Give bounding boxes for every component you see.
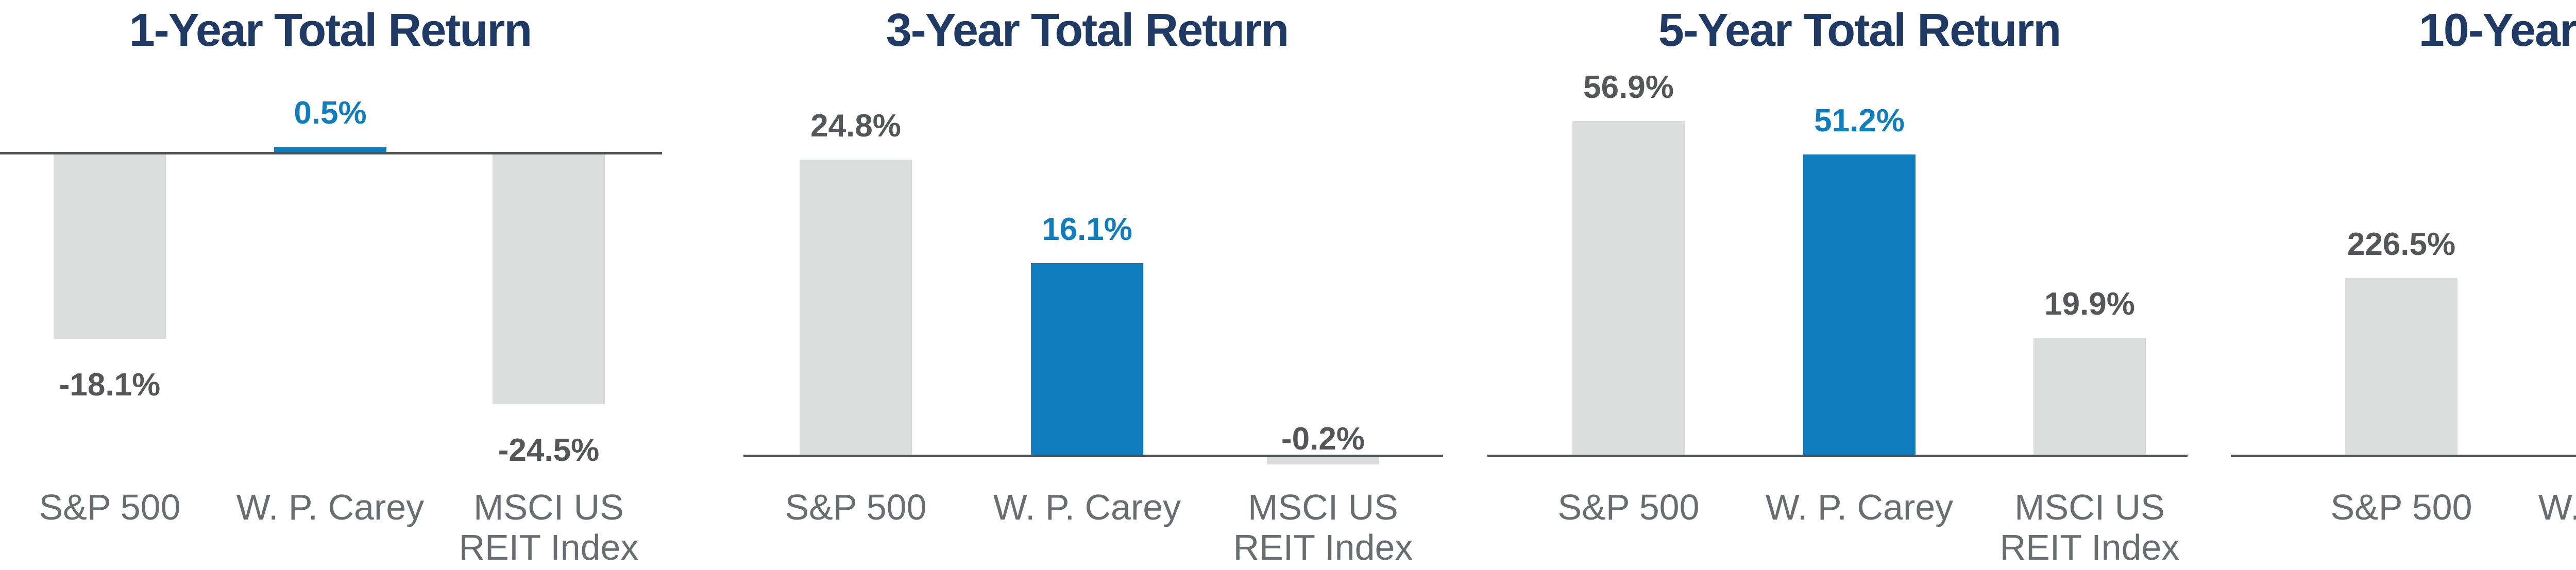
- category-label-sp500: S&P 500: [1557, 487, 1700, 527]
- bar-wpcarey: [274, 147, 386, 152]
- category-label-wpcarey: W. P. Carey: [2538, 487, 2576, 527]
- value-label-wpcarey: 168.4%: [2503, 272, 2576, 308]
- bar-wpcarey: [1031, 263, 1143, 455]
- x-axis-line: [0, 152, 662, 154]
- x-axis-line: [743, 455, 1443, 457]
- category-label-wpcarey: W. P. Carey: [993, 487, 1181, 527]
- x-axis-line: [1487, 455, 2188, 457]
- category-label-sp500: S&P 500: [39, 487, 181, 527]
- value-label-wpcarey: 0.5%: [294, 95, 367, 131]
- category-label-wpcarey: W. P. Carey: [1765, 487, 1954, 527]
- value-label-msci-us-reit: -0.2%: [1281, 421, 1365, 457]
- chart-title: 5-Year Total Return: [1658, 5, 2062, 56]
- chart-title: 3-Year Total Return: [886, 5, 1290, 56]
- category-label-msci-us-reit: MSCI US REIT Index: [459, 487, 639, 567]
- bar-msci-us-reit: [1267, 457, 1379, 464]
- bar-msci-us-reit: [2033, 338, 2146, 455]
- chart-title: 1-Year Total Return: [129, 5, 533, 56]
- chart-title: 10-Year Total Return: [2418, 5, 2576, 56]
- category-label-sp500: S&P 500: [2330, 487, 2472, 527]
- value-label-wpcarey: 51.2%: [1814, 103, 1905, 139]
- chart-panel-3: 5-Year Total Return 56.9% S&P 500 51.2% W. P…: [1487, 0, 2231, 570]
- bar-msci-us-reit: [493, 154, 605, 404]
- category-label-sp500: S&P 500: [785, 487, 927, 527]
- chart-panel-2: 3-Year Total Return 24.8% S&P 500 16.1% W. P…: [743, 0, 1487, 570]
- bar-sp500: [54, 154, 166, 339]
- bar-sp500: [2345, 278, 2458, 455]
- value-label-msci-us-reit: -24.5%: [498, 433, 600, 468]
- value-label-sp500: -18.1%: [59, 367, 161, 403]
- category-label-msci-us-reit: MSCI US REIT Index: [1233, 487, 1413, 567]
- value-label-wpcarey: 16.1%: [1042, 212, 1132, 247]
- category-label-wpcarey: W. P. Carey: [236, 487, 425, 527]
- bar-wpcarey: [1803, 154, 1916, 455]
- x-axis-line: [2231, 455, 2576, 457]
- bar-sp500: [800, 160, 912, 455]
- chart-panel-4: 10-Year Total Return 226.5% S&P 500 168.4% W…: [2231, 0, 2576, 570]
- value-label-sp500: 226.5%: [2347, 227, 2456, 262]
- bar-sp500: [1572, 121, 1685, 455]
- chart-panel-1: 1-Year Total Return -18.1% S&P 500 0.5% W. P…: [0, 0, 743, 570]
- value-label-sp500: 56.9%: [1583, 70, 1674, 105]
- value-label-sp500: 24.8%: [810, 108, 901, 144]
- category-label-msci-us-reit: MSCI US REIT Index: [1999, 487, 2180, 567]
- value-label-msci-us-reit: 19.9%: [2044, 286, 2135, 322]
